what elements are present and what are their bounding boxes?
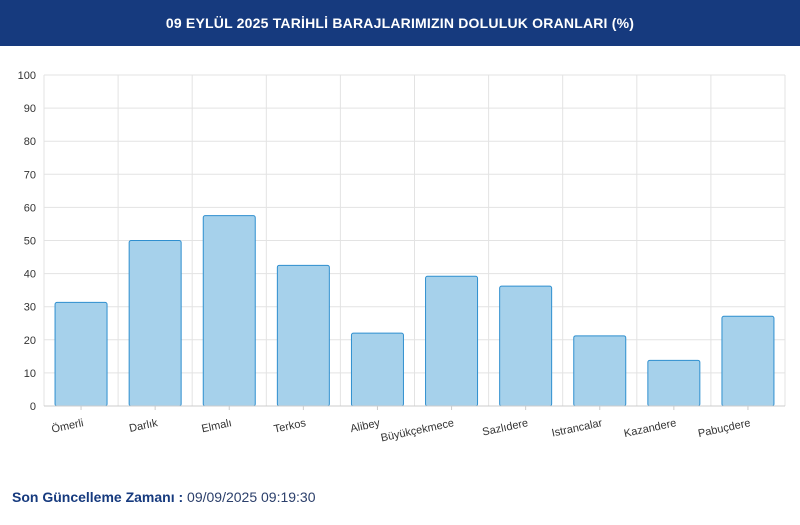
x-axis: Ömerli Darlık Elmalı Terkos AlibeyBüyükçekme…: [44, 405, 785, 444]
y-axis: 0 10 20 30 40 50 60 70 80 90 100: [18, 70, 36, 413]
x-tick-label: Büyükçekmece: [380, 417, 455, 444]
bar-7[interactable]: [499, 285, 553, 407]
last-updated-value: 09/09/2025 09:19:30: [187, 489, 316, 505]
x-tick-label: Istrancalar: [551, 417, 604, 439]
y-tick-label: 90: [24, 103, 36, 115]
x-tick-label: Kazandere: [623, 417, 678, 440]
y-tick-label: 60: [24, 202, 36, 214]
x-tick-label: Pabuçdere: [697, 417, 752, 440]
x-tick-label: Darlık: [128, 417, 159, 435]
bar-10[interactable]: [721, 315, 775, 407]
x-tick-label: Ömerli: [50, 417, 84, 435]
y-tick-label: 70: [24, 169, 36, 181]
last-updated-label: Son Güncelleme Zamanı :: [12, 489, 184, 505]
bar-2[interactable]: [128, 240, 182, 407]
bar-5[interactable]: [350, 332, 404, 407]
bar-6[interactable]: [425, 275, 479, 407]
y-tick-label: 50: [24, 236, 36, 248]
bar-1[interactable]: [54, 301, 108, 407]
x-tick-label: Terkos: [273, 417, 308, 436]
bar-3[interactable]: [202, 215, 256, 407]
bar-9[interactable]: [647, 359, 701, 407]
bars: [54, 215, 775, 407]
bar-4[interactable]: [276, 264, 330, 407]
chart-title: 09 EYLÜL 2025 TARİHLİ BARAJLARIMIZIN DOL…: [0, 0, 800, 46]
last-updated: Son Güncelleme Zamanı : 09/09/2025 09:19…: [12, 489, 316, 505]
y-tick-label: 40: [24, 269, 36, 281]
y-tick-label: 10: [24, 368, 36, 380]
y-tick-label: 30: [24, 302, 36, 314]
x-tick-label: Elmalı: [200, 417, 232, 435]
x-tick-label: Alibey: [349, 417, 381, 435]
x-tick-label: Sazlıdere: [481, 417, 529, 438]
y-tick-label: 20: [24, 335, 36, 347]
y-tick-label: 100: [18, 70, 36, 82]
y-tick-label: 80: [24, 136, 36, 148]
y-tick-label: 0: [30, 401, 36, 413]
bar-8[interactable]: [573, 335, 627, 407]
bar-chart: 0 10 20 30 40 50 60 70 80 90 100 Ömerli Darlık Elmal…: [18, 70, 786, 444]
